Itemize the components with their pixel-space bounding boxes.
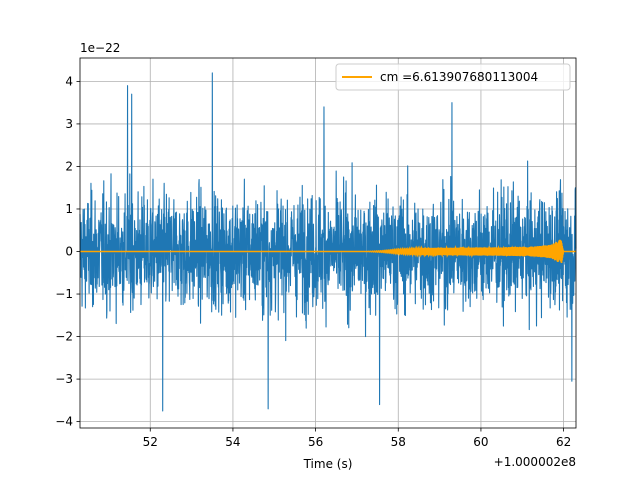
x-offset-label: +1.000002e8 xyxy=(494,455,576,469)
x-tick-label: 54 xyxy=(225,435,240,449)
y-tick-label: 4 xyxy=(65,74,73,88)
series-chirp xyxy=(80,239,576,264)
x-tick-label: 52 xyxy=(143,435,158,449)
y-ticks: −4 −3 −2 −1 0 1 2 3 4 xyxy=(55,74,80,429)
legend-box xyxy=(335,63,571,91)
y-tick-label: −4 xyxy=(55,415,73,429)
chirp-line xyxy=(80,239,576,264)
series-noise xyxy=(79,72,577,412)
y-scale-label: 1e−22 xyxy=(80,41,120,55)
x-axis-label: Time (s) xyxy=(303,457,353,471)
x-ticks: 52 54 56 58 60 62 xyxy=(143,428,571,449)
legend-label-chirp: cm =6.613907680113004 xyxy=(380,70,538,84)
plot-frame xyxy=(79,57,577,429)
noise-line xyxy=(79,72,577,412)
y-tick-label: 3 xyxy=(65,117,73,131)
y-tick-label: 0 xyxy=(65,245,73,259)
x-tick-label: 62 xyxy=(556,435,571,449)
y-tick-label: 1 xyxy=(65,202,73,216)
x-tick-label: 58 xyxy=(391,435,406,449)
x-tick-label: 60 xyxy=(473,435,488,449)
y-tick-label: −1 xyxy=(55,287,73,301)
y-tick-label: 2 xyxy=(65,159,73,173)
legend: cm =6.613907680113004 xyxy=(335,63,571,91)
x-tick-label: 56 xyxy=(308,435,323,449)
y-tick-label: −2 xyxy=(55,330,73,344)
y-tick-label: −3 xyxy=(55,372,73,386)
